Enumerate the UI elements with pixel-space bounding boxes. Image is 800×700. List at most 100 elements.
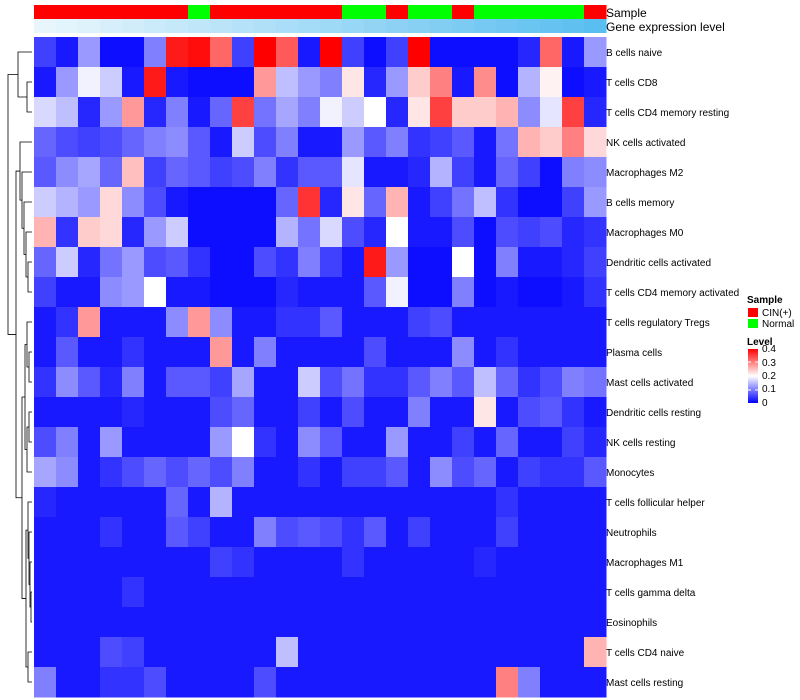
heatmap-cell [254, 637, 277, 668]
heatmap-cell [474, 667, 497, 698]
heatmap-cell [34, 667, 57, 698]
heatmap-cell [276, 607, 299, 638]
heatmap-cell [210, 637, 233, 668]
heatmap-cell [56, 277, 79, 308]
heatmap-cell [518, 637, 541, 668]
expression-annotation-cell [584, 19, 607, 33]
sample-annotation-cell [364, 5, 387, 19]
heatmap-cell [166, 427, 189, 458]
heatmap-cell [56, 367, 79, 398]
heatmap-cell [144, 637, 167, 668]
heatmap-cell [254, 547, 277, 578]
heatmap-cell [100, 127, 123, 158]
heatmap-cell [474, 217, 497, 248]
heatmap-cell [474, 277, 497, 308]
heatmap-cell [408, 247, 431, 278]
heatmap-cell [518, 517, 541, 548]
level-tick-label: 0.2 [762, 371, 776, 382]
heatmap-cell [210, 457, 233, 488]
expression-track-label: Gene expression level [606, 20, 725, 34]
heatmap-cell [166, 607, 189, 638]
heatmap-cell [56, 397, 79, 428]
heatmap-cell [78, 367, 101, 398]
heatmap-cell [166, 187, 189, 218]
heatmap-cell [474, 547, 497, 578]
heatmap-cell [430, 37, 453, 68]
heatmap-cell [474, 607, 497, 638]
level-colorbar [748, 349, 758, 403]
sample-annotation-cell [276, 5, 299, 19]
heatmap-cell [496, 547, 519, 578]
heatmap-cell [298, 217, 321, 248]
heatmap-cell [276, 637, 299, 668]
heatmap-cell [100, 277, 123, 308]
heatmap-cell [408, 577, 431, 608]
heatmap-cell [254, 577, 277, 608]
heatmap-cell [144, 67, 167, 98]
heatmap-cell [364, 127, 387, 158]
heatmap-cell [430, 427, 453, 458]
heatmap-cell [298, 607, 321, 638]
heatmap-cell [122, 127, 145, 158]
heatmap-cell [78, 397, 101, 428]
heatmap-cell [254, 157, 277, 188]
heatmap-cell [342, 67, 365, 98]
heatmap-cell [254, 397, 277, 428]
heatmap-cell [188, 337, 211, 368]
heatmap-cell [584, 277, 607, 308]
heatmap-cell [386, 577, 409, 608]
heatmap-cell [342, 307, 365, 338]
heatmap-cell [518, 97, 541, 128]
row-label: T cells regulatory Tregs [606, 318, 710, 329]
heatmap-cell [188, 217, 211, 248]
heatmap-cell [122, 637, 145, 668]
heatmap-cell [320, 577, 343, 608]
heatmap-cell [386, 397, 409, 428]
heatmap-cell [276, 367, 299, 398]
heatmap-cell [386, 307, 409, 338]
heatmap-cell [320, 97, 343, 128]
heatmap-cell [232, 397, 255, 428]
heatmap-cell [188, 517, 211, 548]
heatmap-cell [540, 157, 563, 188]
heatmap-cell [100, 37, 123, 68]
heatmap-cell [122, 667, 145, 698]
heatmap-cell [386, 547, 409, 578]
heatmap-cell [452, 247, 475, 278]
heatmap-cell [562, 457, 585, 488]
row-label: Mast cells activated [606, 378, 693, 389]
heatmap-cell [540, 637, 563, 668]
dendrogram-branch [23, 201, 32, 255]
heatmap-cell [78, 577, 101, 608]
heatmap-cell [232, 127, 255, 158]
heatmap-cell [144, 157, 167, 188]
heatmap-cell [320, 367, 343, 398]
heatmap-cell [122, 187, 145, 218]
heatmap-cell [210, 367, 233, 398]
heatmap-cell [496, 247, 519, 278]
heatmap-cell [474, 187, 497, 218]
heatmap-cell [56, 67, 79, 98]
heatmap-cell [276, 187, 299, 218]
heatmap-cell [100, 397, 123, 428]
heatmap-cell [452, 457, 475, 488]
heatmap-cell [298, 337, 321, 368]
heatmap-cell [144, 187, 167, 218]
heatmap-cell [34, 127, 57, 158]
heatmap-cell [496, 577, 519, 608]
heatmap-cells [34, 37, 607, 698]
heatmap-cell [562, 367, 585, 398]
heatmap-cell [210, 547, 233, 578]
heatmap-cell [408, 457, 431, 488]
heatmap-cell [562, 127, 585, 158]
heatmap-cell [78, 307, 101, 338]
heatmap-cell [408, 337, 431, 368]
heatmap-cell [166, 337, 189, 368]
dendrogram-branch [15, 170, 22, 499]
sample-annotation-cell [232, 5, 255, 19]
dendrogram-branch [7, 74, 18, 335]
heatmap-cell [298, 67, 321, 98]
heatmap-cell [518, 667, 541, 698]
heatmap-cell [100, 307, 123, 338]
heatmap-cell [34, 367, 57, 398]
